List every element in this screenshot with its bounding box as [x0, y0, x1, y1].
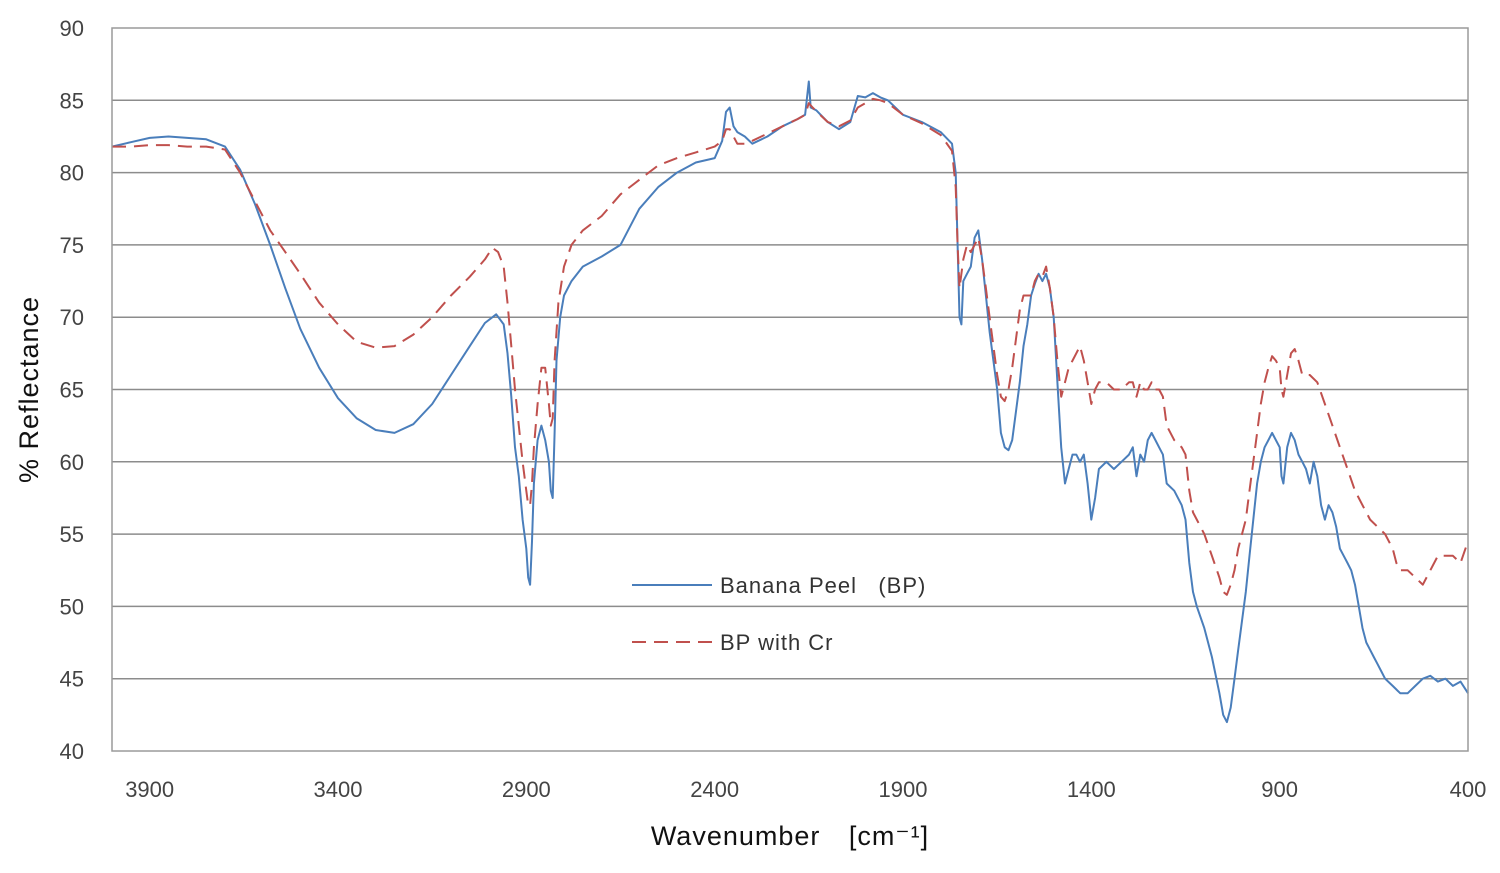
series-line-banana-peel	[111, 80, 1469, 724]
plot-frame	[111, 27, 1469, 752]
x-tick-label-2400: 2400	[690, 777, 739, 802]
y-tick-label-90: 90	[60, 16, 84, 41]
x-tick-label-1400: 1400	[1067, 777, 1116, 802]
legend-label-bp-with-cr: BP with Cr	[720, 630, 834, 655]
x-axis-title-main: Wavenumber	[651, 821, 821, 851]
y-tick-label-80: 80	[60, 161, 84, 186]
x-tick-label-2900: 2900	[502, 777, 551, 802]
x-tick-label-1900: 1900	[879, 777, 928, 802]
y-tick-label-45: 45	[60, 667, 84, 692]
x-axis-title-unit: [cm⁻¹]	[849, 821, 929, 851]
y-axis-ticks: 40 45 50 55 60 65 70 75 80 85 90	[60, 16, 84, 764]
legend-label-banana-peel: Banana Peel (BP)	[720, 573, 926, 598]
y-tick-label-40: 40	[60, 739, 84, 764]
x-axis-ticks: 3900 3400 2900 2400 1900 1400 900 400	[125, 777, 1486, 802]
legend: Banana Peel (BP) BP with Cr	[632, 573, 926, 655]
y-tick-label-85: 85	[60, 88, 84, 113]
y-tick-label-70: 70	[60, 305, 84, 330]
x-tick-label-400: 400	[1450, 777, 1487, 802]
y-tick-label-55: 55	[60, 522, 84, 547]
grid-lines	[112, 99, 1468, 680]
x-tick-label-3900: 3900	[125, 777, 174, 802]
series-lines	[111, 80, 1469, 724]
x-tick-label-3400: 3400	[314, 777, 363, 802]
y-tick-label-75: 75	[60, 233, 84, 258]
y-tick-label-50: 50	[60, 594, 84, 619]
y-tick-label-60: 60	[60, 450, 84, 475]
x-axis-title: Wavenumber [cm⁻¹]	[651, 821, 929, 851]
y-axis-title: % Reflectance	[14, 296, 44, 483]
x-tick-label-900: 900	[1261, 777, 1298, 802]
y-tick-label-65: 65	[60, 378, 84, 403]
